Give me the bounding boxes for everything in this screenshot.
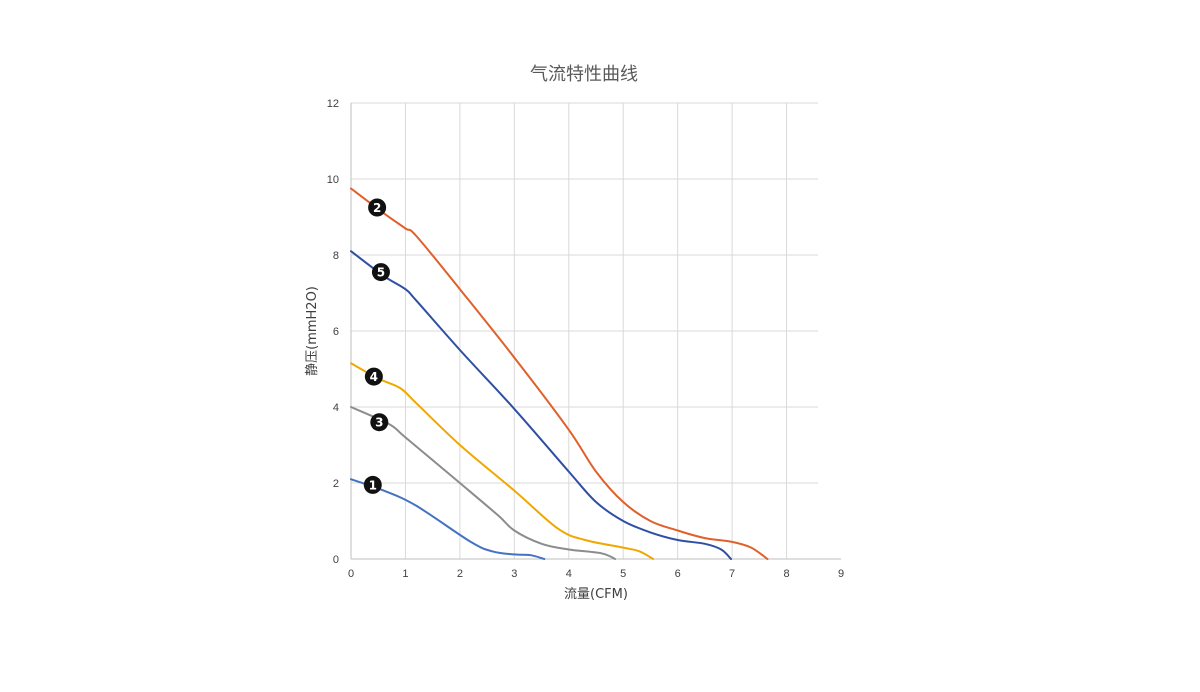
series-marker-label-4: 4 bbox=[370, 370, 378, 384]
axes bbox=[350, 103, 841, 560]
series-marker-label-3: 3 bbox=[375, 416, 383, 430]
series-line-2 bbox=[350, 187, 769, 560]
x-tick-label: 3 bbox=[511, 568, 517, 580]
series-line-1 bbox=[350, 478, 546, 560]
series-marker-3 bbox=[370, 413, 389, 432]
series-marker-2 bbox=[368, 198, 387, 217]
y-tick-label: 12 bbox=[327, 98, 339, 110]
y-axis-label: 静压(mmH2O) bbox=[305, 286, 320, 376]
series-marker-1 bbox=[363, 475, 382, 494]
series-line-3 bbox=[350, 406, 617, 560]
series-line-4 bbox=[350, 362, 655, 560]
y-tick-label: 8 bbox=[333, 250, 339, 262]
y-tick-label: 10 bbox=[327, 174, 339, 186]
x-axis-label: 流量(CFM) bbox=[564, 587, 628, 602]
series-marker-label-5: 5 bbox=[377, 266, 385, 280]
y-tick-label: 6 bbox=[333, 326, 339, 338]
x-tick-label: 7 bbox=[729, 568, 735, 580]
x-tick-label: 2 bbox=[457, 568, 463, 580]
series-marker-label-1: 1 bbox=[369, 478, 377, 492]
x-tick-label: 1 bbox=[402, 568, 408, 580]
series-lines bbox=[350, 187, 769, 560]
grid-lines bbox=[351, 102, 818, 559]
x-tick-label: 9 bbox=[838, 568, 844, 580]
x-tick-label: 0 bbox=[348, 568, 354, 580]
series-markers: 1 2 3 4 5 bbox=[363, 198, 390, 494]
x-tick-label: 4 bbox=[566, 568, 572, 580]
x-tick-label: 8 bbox=[783, 568, 789, 580]
series-line-5 bbox=[350, 250, 732, 560]
y-tick-label: 4 bbox=[333, 402, 339, 414]
series-marker-label-2: 2 bbox=[373, 201, 381, 215]
y-tick-label: 0 bbox=[333, 554, 339, 566]
x-tick-label: 5 bbox=[620, 568, 626, 580]
chart-title: 气流特性曲线 bbox=[530, 64, 638, 85]
series-marker-5 bbox=[371, 263, 390, 282]
y-tick-label: 2 bbox=[333, 478, 339, 490]
series-marker-4 bbox=[364, 367, 383, 386]
x-tick-label: 6 bbox=[675, 568, 681, 580]
